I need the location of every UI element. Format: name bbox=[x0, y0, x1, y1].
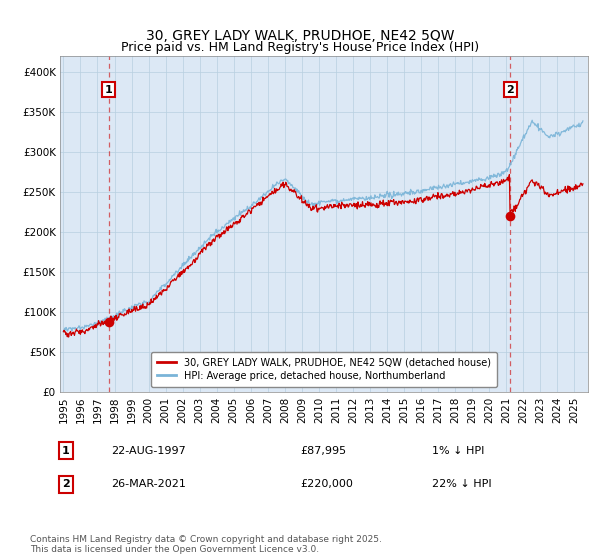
Text: 1: 1 bbox=[104, 85, 112, 95]
Text: 1% ↓ HPI: 1% ↓ HPI bbox=[432, 446, 484, 456]
Text: 2: 2 bbox=[506, 85, 514, 95]
Text: 26-MAR-2021: 26-MAR-2021 bbox=[111, 479, 186, 489]
Text: 2: 2 bbox=[62, 479, 70, 489]
Text: 22-AUG-1997: 22-AUG-1997 bbox=[111, 446, 186, 456]
Text: 1: 1 bbox=[62, 446, 70, 456]
Legend: 30, GREY LADY WALK, PRUDHOE, NE42 5QW (detached house), HPI: Average price, deta: 30, GREY LADY WALK, PRUDHOE, NE42 5QW (d… bbox=[151, 352, 497, 387]
Text: Price paid vs. HM Land Registry's House Price Index (HPI): Price paid vs. HM Land Registry's House … bbox=[121, 41, 479, 54]
Text: 30, GREY LADY WALK, PRUDHOE, NE42 5QW: 30, GREY LADY WALK, PRUDHOE, NE42 5QW bbox=[146, 29, 454, 44]
Text: Contains HM Land Registry data © Crown copyright and database right 2025.
This d: Contains HM Land Registry data © Crown c… bbox=[30, 535, 382, 554]
Text: 22% ↓ HPI: 22% ↓ HPI bbox=[432, 479, 491, 489]
Text: £220,000: £220,000 bbox=[300, 479, 353, 489]
Text: £87,995: £87,995 bbox=[300, 446, 346, 456]
